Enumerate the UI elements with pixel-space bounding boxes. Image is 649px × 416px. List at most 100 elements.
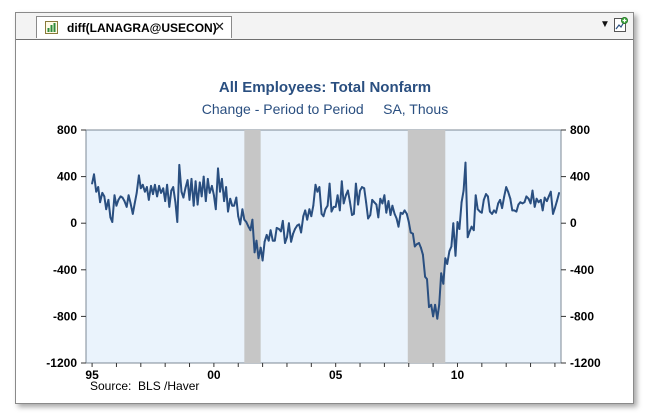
data-point [466, 236, 469, 239]
x-tick-label: 00 [207, 368, 221, 382]
data-point [233, 204, 236, 207]
data-point [438, 303, 441, 306]
data-point [450, 245, 453, 248]
data-point [460, 201, 463, 204]
data-point [549, 190, 552, 193]
y-tick-label-left: -1200 [46, 356, 77, 370]
data-point [474, 194, 477, 197]
data-point [424, 275, 426, 278]
data-point [93, 173, 95, 176]
data-point [478, 210, 481, 213]
data-point [219, 190, 221, 193]
data-point [186, 179, 189, 181]
data-point [340, 180, 343, 183]
data-point [391, 204, 394, 207]
tab-bar: diff(LANAGRA@USECON) ✕ ▼ [16, 13, 633, 40]
data-point [123, 200, 126, 202]
y-tick-label-left: 800 [57, 123, 77, 137]
data-point [196, 203, 199, 206]
data-point [286, 236, 288, 239]
data-point [464, 161, 467, 164]
x-tick-label: 10 [451, 368, 465, 382]
new-chart-icon[interactable] [614, 17, 628, 32]
data-point [515, 210, 518, 213]
data-point [257, 257, 260, 260]
data-point [472, 229, 475, 232]
data-point [139, 187, 142, 190]
data-point [411, 232, 414, 235]
data-point [338, 209, 341, 212]
data-point [434, 303, 436, 306]
data-point [503, 195, 506, 198]
data-point [113, 194, 116, 197]
data-point [488, 210, 491, 213]
data-point [436, 317, 439, 320]
data-point [421, 253, 424, 256]
close-icon[interactable]: ✕ [214, 19, 225, 34]
data-point [208, 192, 211, 194]
data-point [95, 190, 98, 193]
data-point [452, 222, 455, 225]
data-point [168, 205, 171, 208]
chevron-down-icon[interactable]: ▼ [600, 19, 610, 30]
data-point [304, 209, 307, 212]
data-point [294, 228, 296, 230]
data-point [359, 189, 361, 192]
data-point [237, 215, 240, 218]
data-point [188, 199, 191, 201]
data-point [523, 201, 526, 204]
recession-band-0 [244, 130, 261, 363]
data-point [91, 182, 93, 185]
data-point [403, 209, 406, 212]
data-point [296, 224, 299, 227]
data-point [184, 187, 187, 190]
data-point [273, 239, 276, 242]
data-point [117, 199, 120, 201]
chart-window: diff(LANAGRA@USECON) ✕ ▼ All Employees: … [15, 12, 634, 404]
tab-diff-lanagra[interactable]: diff(LANAGRA@USECON) ✕ [36, 16, 232, 38]
data-point [383, 194, 386, 197]
data-point [385, 211, 388, 214]
data-point [192, 204, 195, 207]
data-point [458, 228, 461, 230]
data-point [554, 207, 556, 209]
data-point [552, 212, 554, 215]
data-point [330, 210, 333, 213]
data-point [206, 178, 209, 180]
data-point [555, 200, 558, 202]
data-point [97, 186, 100, 188]
data-point [446, 263, 449, 265]
data-point [154, 183, 156, 186]
data-point [361, 186, 363, 188]
data-point [316, 190, 319, 193]
data-point [324, 208, 327, 211]
data-point [288, 222, 290, 225]
data-point [174, 201, 177, 204]
data-point [267, 239, 270, 242]
data-point [397, 225, 400, 228]
data-point [265, 233, 268, 236]
data-point [200, 195, 203, 198]
data-point [345, 194, 347, 197]
x-tick-label: 95 [85, 368, 99, 382]
data-point [194, 180, 197, 183]
data-point [223, 200, 226, 202]
data-point [507, 190, 510, 193]
data-point [377, 216, 380, 219]
data-point [170, 189, 173, 192]
data-point [172, 186, 175, 188]
data-point [99, 201, 102, 204]
data-point [231, 204, 234, 207]
data-point [103, 195, 106, 198]
y-tick-label-right: 800 [570, 123, 590, 137]
data-point [399, 211, 402, 214]
data-point [275, 226, 278, 229]
chart: All Employees: Total Nonfarm Change - Pe… [46, 79, 601, 393]
data-point [519, 201, 522, 204]
data-point [263, 240, 266, 243]
data-point [278, 228, 280, 230]
data-point [279, 230, 282, 233]
data-point [543, 196, 546, 199]
data-point [332, 205, 335, 208]
data-point [334, 205, 337, 208]
